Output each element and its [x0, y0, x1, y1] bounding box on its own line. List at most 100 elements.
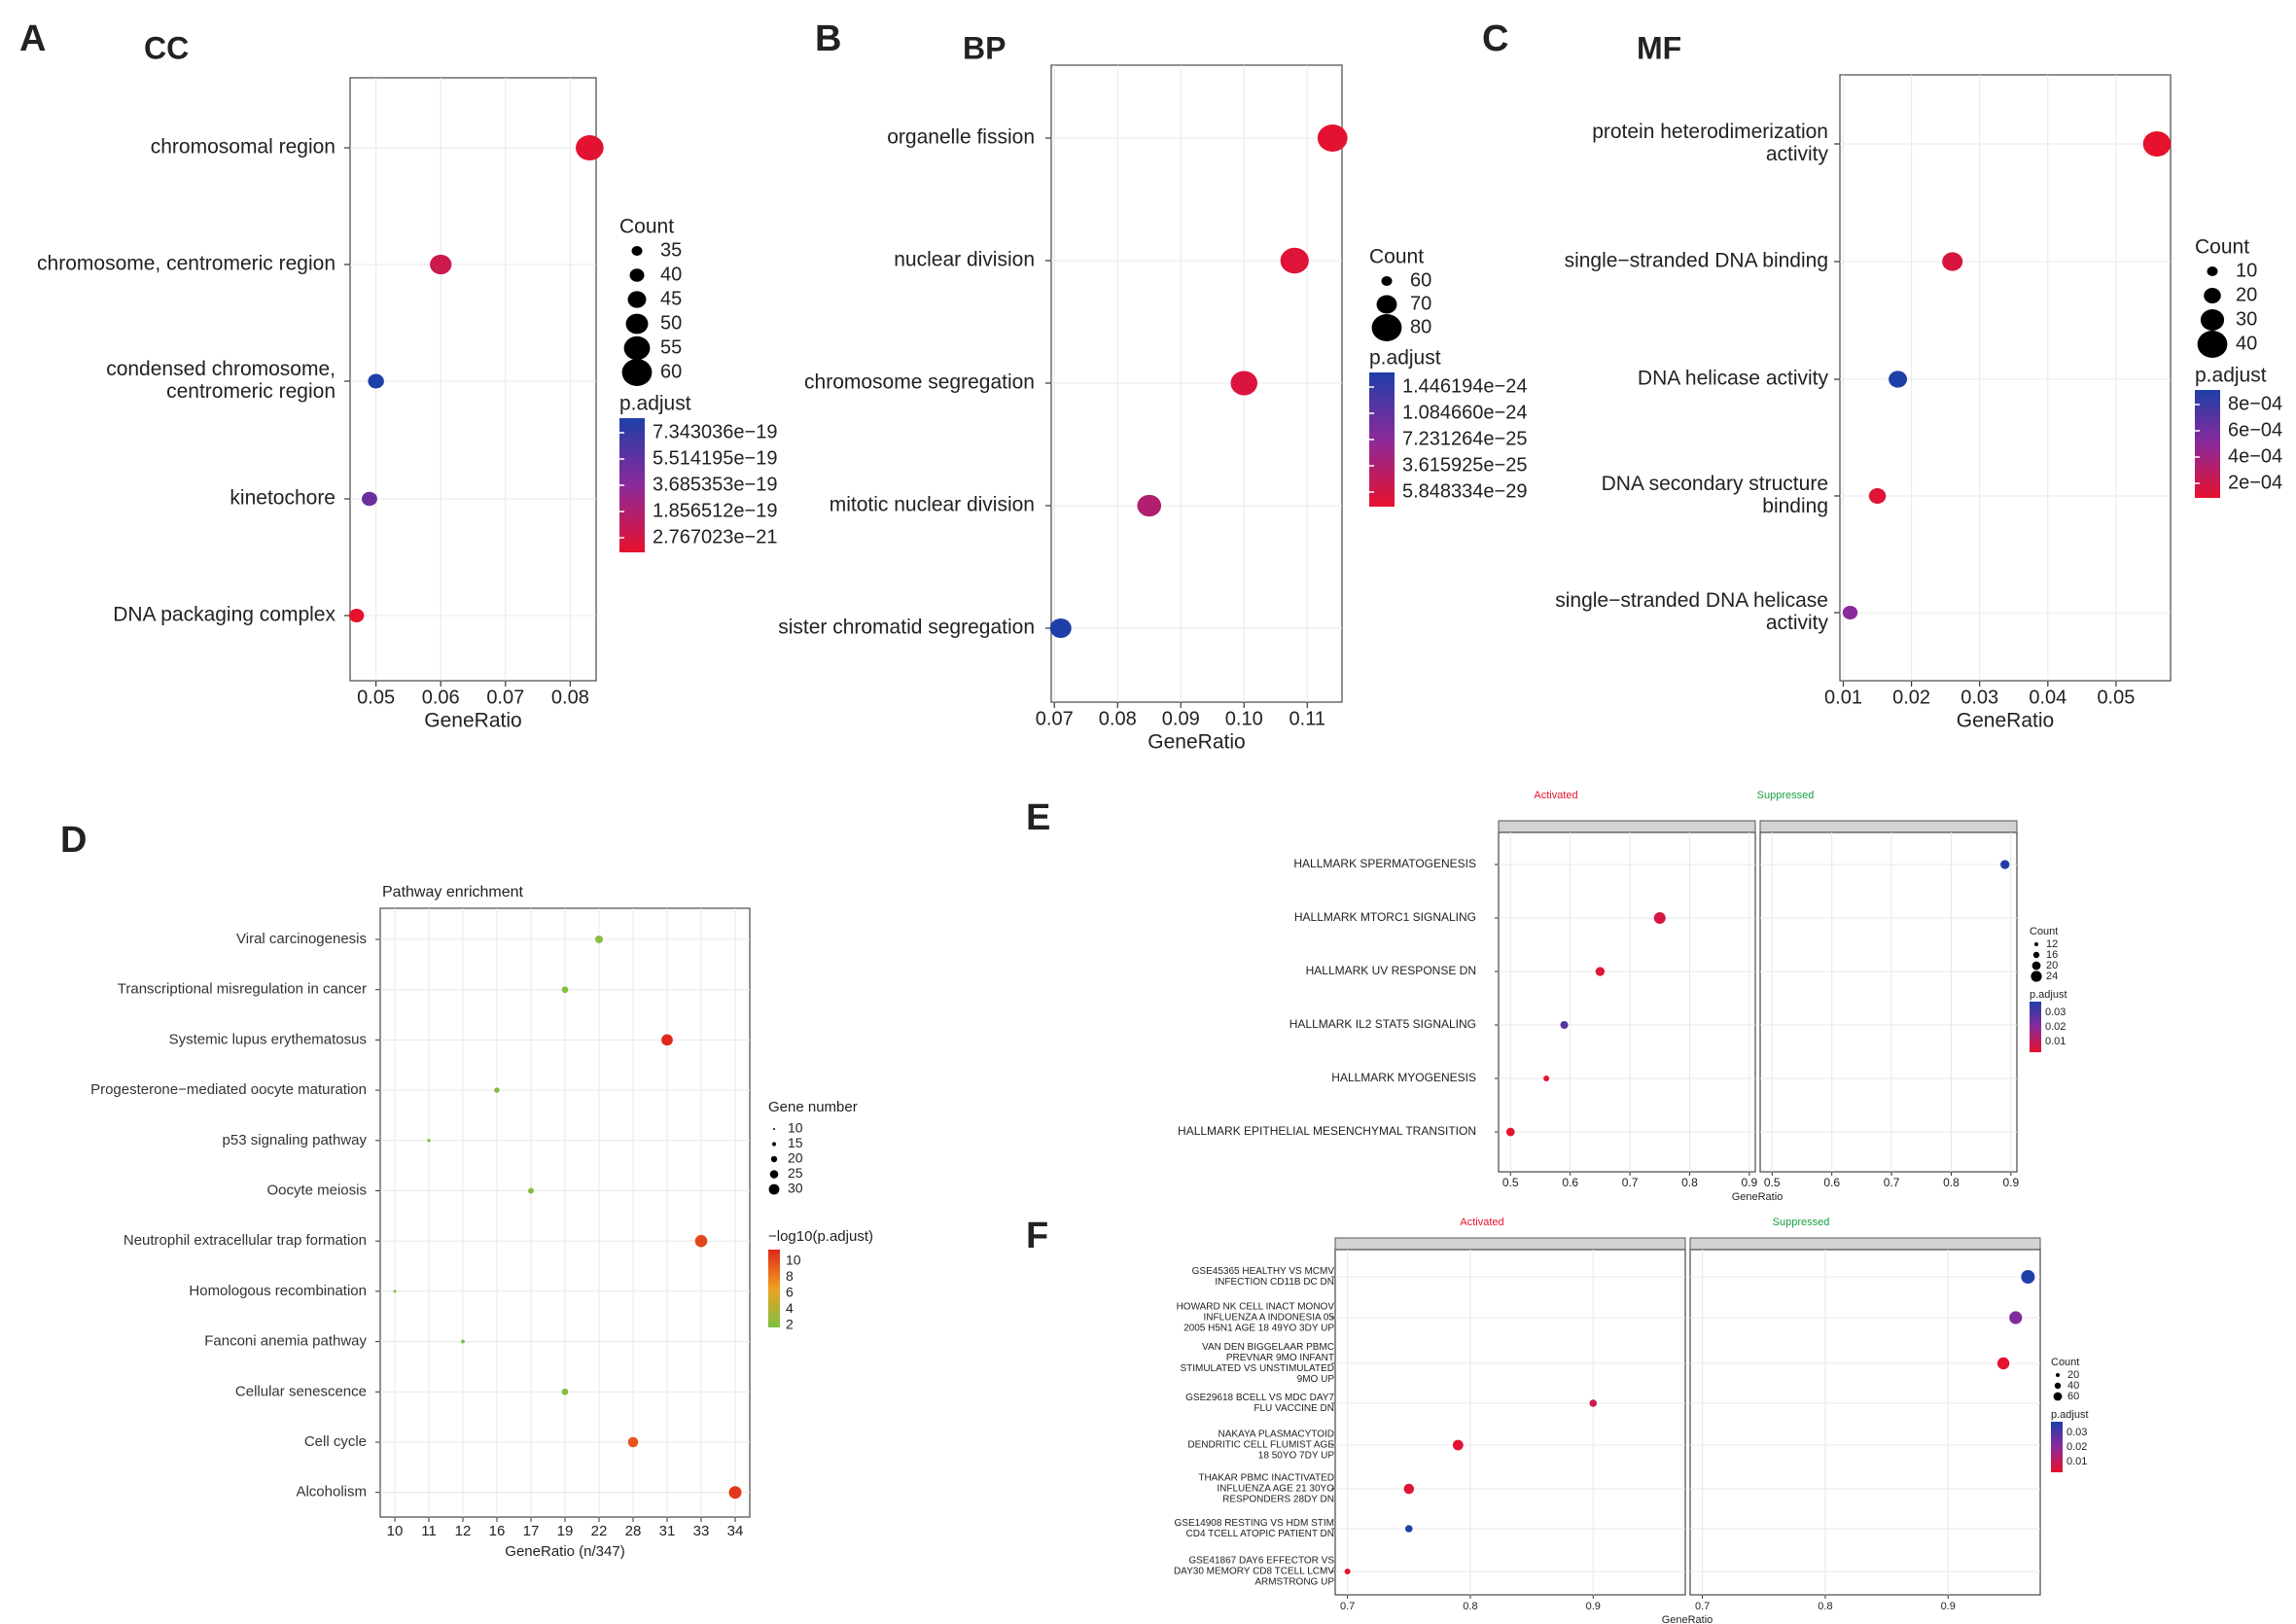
category-label: Viral carcinogenesis [236, 931, 367, 947]
data-point [728, 1486, 742, 1500]
size-legend-label: 20 [2067, 1369, 2079, 1381]
data-point [1505, 1127, 1515, 1137]
size-legend-label: 20 [788, 1150, 803, 1166]
data-point [1560, 1021, 1569, 1029]
category-label: ARMSTRONG UP [1254, 1577, 1334, 1588]
facet-label-suppressed: Suppressed [1757, 790, 1815, 801]
category-label: Alcoholism [296, 1484, 367, 1500]
plot-frame [1498, 831, 1756, 1173]
category-label: p53 signaling pathway [223, 1132, 368, 1148]
category-label: Systemic lupus erythematosus [169, 1031, 367, 1047]
category-label: DNA packaging complex [113, 604, 336, 626]
data-point [1230, 371, 1258, 396]
x-tick-label: 0.5 [1764, 1176, 1781, 1189]
panel-letter: B [815, 18, 841, 59]
size-legend-dot [2034, 942, 2038, 946]
category-label: chromosomal region [151, 136, 336, 159]
size-legend-title: Count [2051, 1357, 2079, 1368]
size-legend-label: 20 [2046, 960, 2058, 971]
panel-E: E Activated Suppressed 0.5 0.6 0.7 0.8 0.9 0.5 0.… [1026, 790, 2067, 1203]
category-label: HALLMARK IL2 STAT5 SIGNALING [1289, 1017, 1476, 1031]
data-point [561, 1388, 569, 1395]
size-legend-dot [1371, 314, 1402, 341]
x-tick-label: 12 [455, 1523, 472, 1539]
category-label: RESPONDERS 28DY DN [1222, 1495, 1334, 1505]
x-tick-label: 0.08 [551, 687, 589, 708]
x-tick-label: 0.9 [2003, 1176, 2020, 1189]
x-tick-label: 0.9 [1586, 1601, 1601, 1612]
category-label: mitotic nuclear division [830, 494, 1035, 516]
data-point [1868, 488, 1887, 504]
x-tick-label: 0.01 [1824, 687, 1862, 708]
category-label: GSE41867 DAY6 EFFECTOR VS [1188, 1556, 1334, 1567]
data-point [494, 1087, 500, 1093]
size-legend-dot [2031, 971, 2042, 982]
category-label: NAKAYA PLASMACYTOID [1219, 1430, 1334, 1440]
panel-letter: F [1026, 1216, 1048, 1256]
category-label: kinetochore [230, 487, 336, 510]
data-point [694, 1234, 708, 1248]
data-point [661, 1034, 673, 1046]
category-label: THAKAR PBMC INACTIVATED [1198, 1473, 1334, 1484]
color-legend-title: p.adjust [2051, 1409, 2089, 1421]
x-tick-label: 0.09 [1162, 708, 1200, 729]
category-label: single−stranded DNA helicase [1555, 589, 1828, 612]
x-tick-label: 0.10 [1225, 708, 1263, 729]
color-legend-label: 2e−04 [2228, 472, 2282, 493]
plot-frame [349, 77, 597, 682]
color-legend-label: 0.02 [2066, 1441, 2087, 1453]
size-legend-dot [2200, 309, 2225, 331]
panel-letter: E [1026, 797, 1050, 838]
panel-letter: A [19, 18, 46, 59]
data-point [1452, 1439, 1464, 1451]
x-tick-label: 0.7 [1340, 1601, 1355, 1612]
color-legend-label: 7.231264e−25 [1402, 428, 1527, 449]
data-point [1996, 1357, 2010, 1370]
category-label: Homologous recombination [189, 1283, 367, 1299]
data-point [362, 491, 377, 507]
category-label: single−stranded DNA binding [1565, 250, 1828, 272]
size-legend-dot [625, 313, 649, 335]
x-tick-label: 0.8 [1818, 1601, 1832, 1612]
facet-label-activated: Activated [1460, 1217, 1503, 1228]
category-label: 18 50YO 7DY UP [1258, 1451, 1335, 1462]
category-label: STIMULATED VS UNSTIMULATED [1180, 1363, 1334, 1374]
data-point [1317, 124, 1348, 152]
data-point [2142, 131, 2172, 157]
data-point [1589, 1399, 1598, 1407]
color-legend-bar [2195, 390, 2220, 498]
x-axis-label: GeneRatio [424, 710, 521, 732]
category-label: centromeric region [166, 380, 336, 403]
size-legend-dot [2056, 1373, 2060, 1377]
x-tick-label: 0.6 [1562, 1176, 1578, 1189]
x-tick-label: 19 [557, 1523, 574, 1539]
category-label: DENDRITIC CELL FLUMIST AGE [1187, 1440, 1334, 1451]
data-point [627, 1436, 639, 1448]
size-legend-title: Gene number [768, 1099, 858, 1115]
size-legend-title: Count [2030, 926, 2058, 937]
category-label: HALLMARK EPITHELIAL MESENCHYMAL TRANSITI… [1178, 1124, 1476, 1138]
panel-letter: D [60, 820, 87, 861]
color-legend-label: 7.343036e−19 [653, 421, 777, 442]
data-point [461, 1339, 465, 1344]
data-point [2021, 1270, 2035, 1284]
data-point [576, 135, 604, 160]
category-label: VAN DEN BIGGELAAR PBMC [1202, 1342, 1334, 1353]
x-axis-label: GeneRatio [1148, 731, 1245, 754]
category-label: INFECTION CD11B DC DN [1215, 1277, 1334, 1288]
category-label: 2005 H5N1 AGE 18 49YO 3DY UP [1183, 1324, 1334, 1334]
data-point [368, 373, 384, 389]
chart-title: MF [1637, 30, 1681, 65]
size-legend-label: 10 [2236, 260, 2257, 281]
data-point [561, 986, 569, 994]
size-legend-title: Count [619, 216, 674, 238]
size-legend-label: 16 [2046, 949, 2058, 961]
chart-title: BP [963, 30, 1006, 65]
x-tick-label: 0.11 [1289, 708, 1325, 729]
x-tick-label: 0.8 [1943, 1176, 1960, 1189]
category-label: INFLUENZA AGE 21 30YO [1217, 1484, 1334, 1495]
category-label: CD4 TCELL ATOPIC PATIENT DN [1186, 1529, 1334, 1539]
x-tick-label: 17 [523, 1523, 540, 1539]
size-legend-label: 60 [2067, 1391, 2079, 1402]
